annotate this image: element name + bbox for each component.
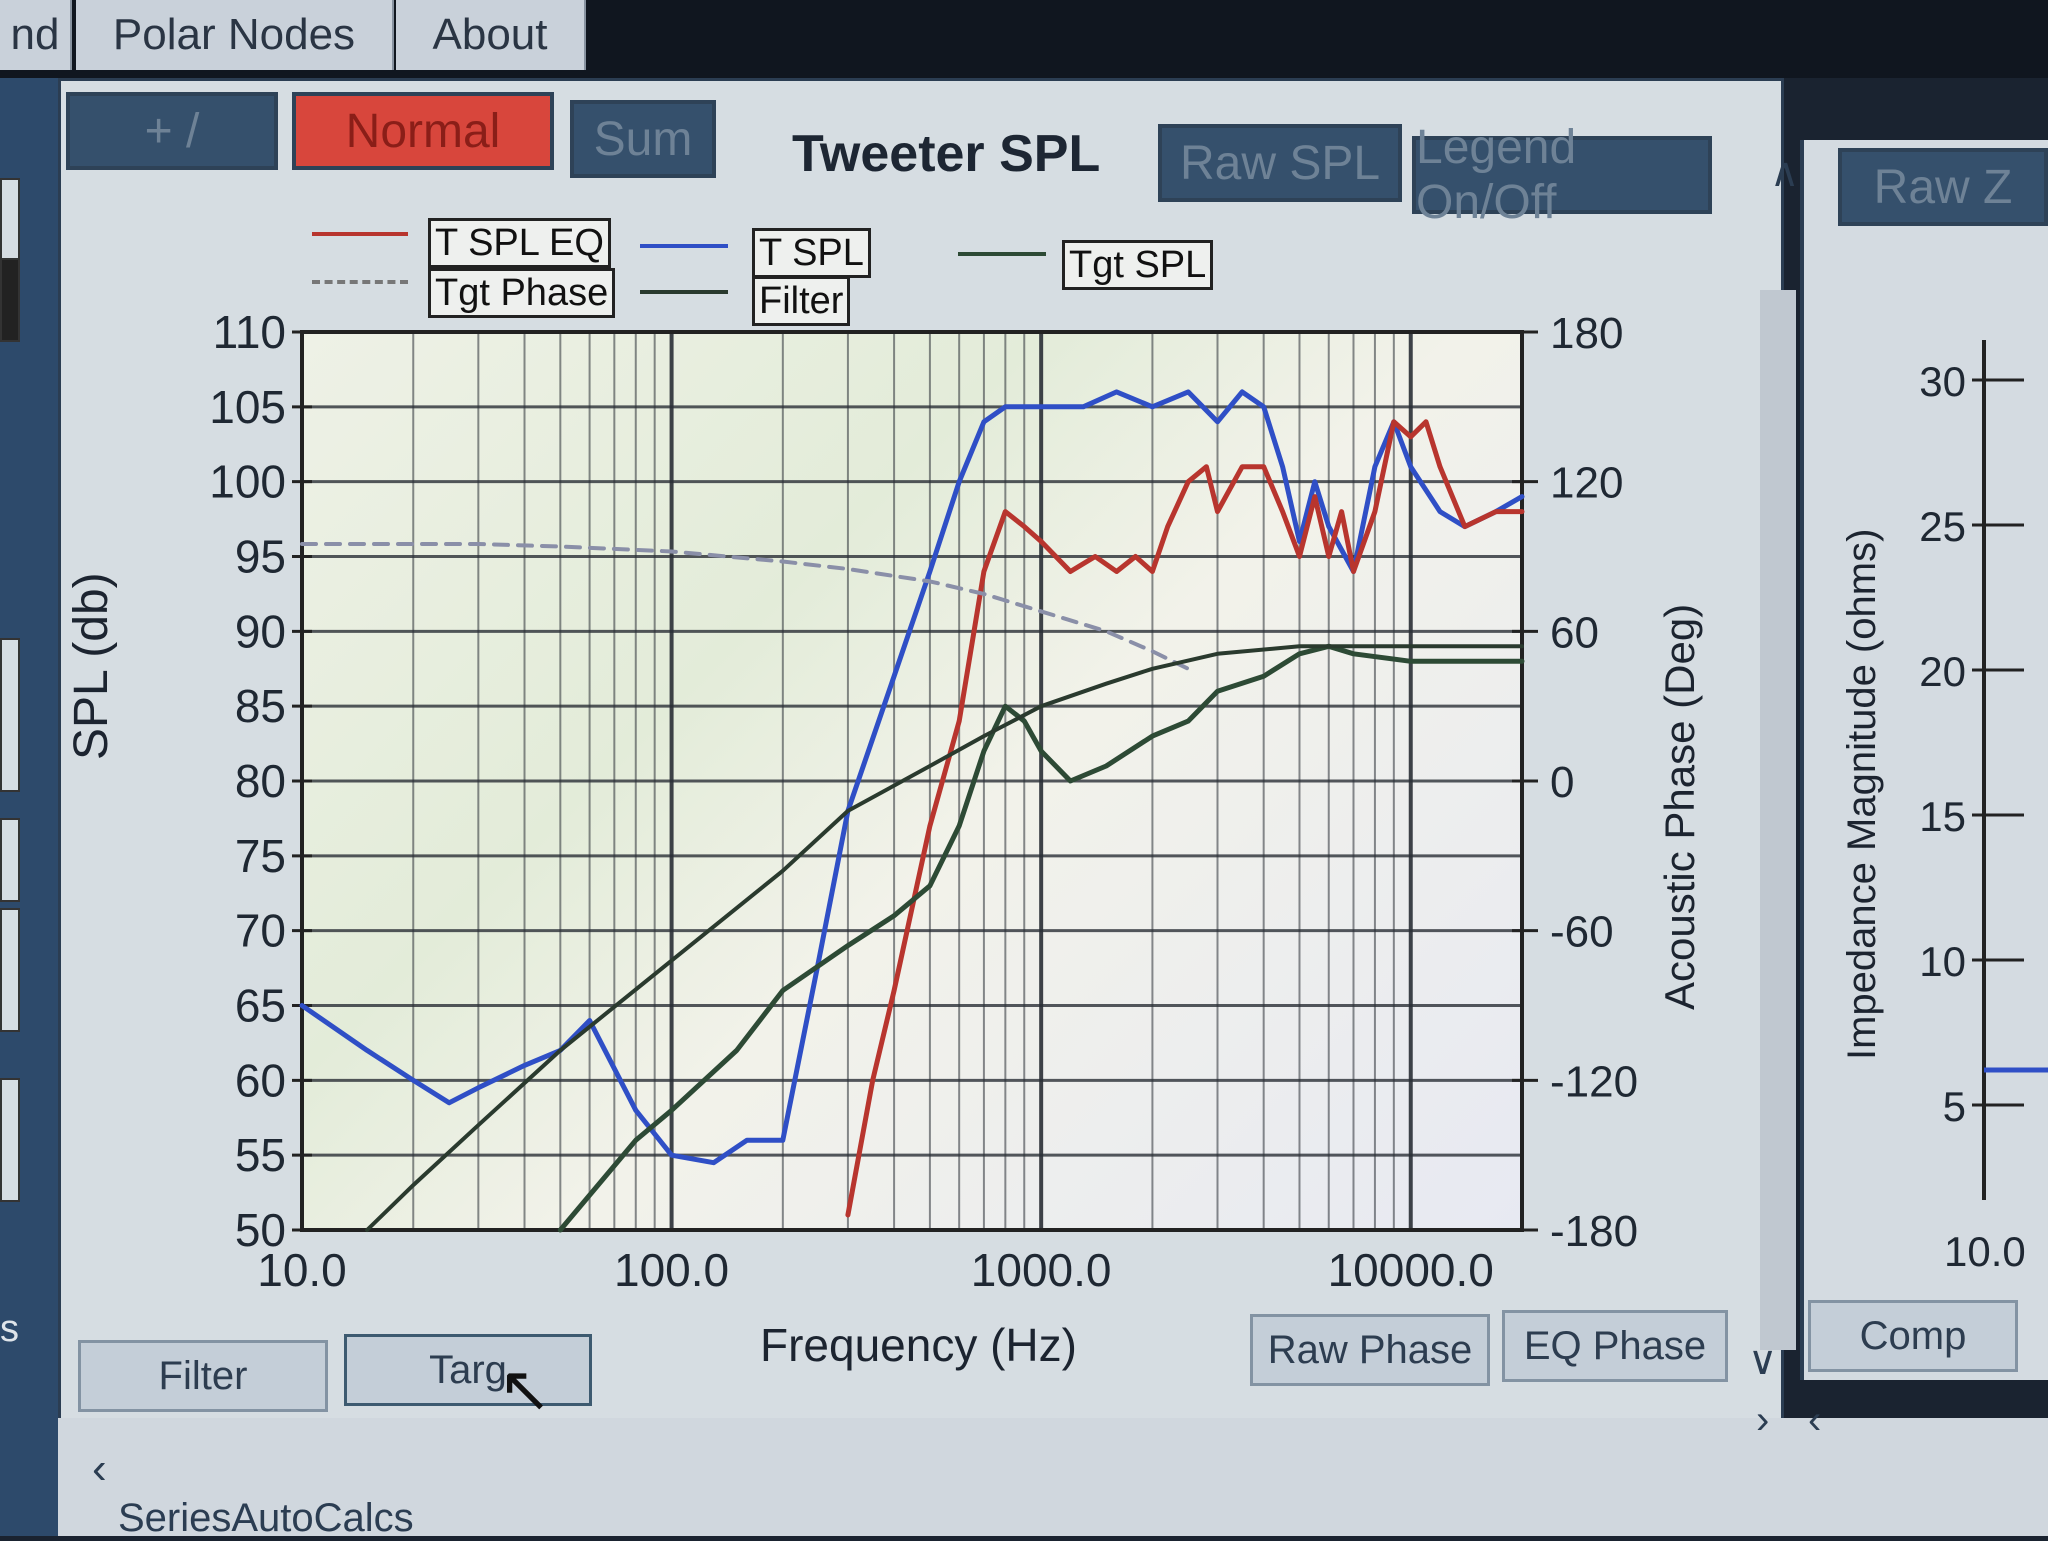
scroll-up-icon[interactable]: ∧ bbox=[1770, 151, 1800, 195]
legend-toggle-button[interactable]: Legend On/Off bbox=[1412, 121, 1712, 229]
menu-tab-polar-nodes[interactable]: Polar Nodes bbox=[76, 0, 394, 70]
menu-tab-partial[interactable]: nd bbox=[0, 0, 72, 70]
impedance-tick-label: 5 bbox=[1943, 1083, 1966, 1130]
legend-label-tgt-phase[interactable]: Tgt Phase bbox=[428, 268, 616, 318]
legend-label-tgt-spl[interactable]: Tgt SPL bbox=[1062, 240, 1214, 290]
scroll-down-icon[interactable]: ∨ bbox=[1748, 1339, 1778, 1383]
impedance-tick-label: 20 bbox=[1919, 648, 1966, 695]
scroll-right-icon[interactable]: › bbox=[1756, 1398, 1770, 1442]
chart-series bbox=[299, 389, 1525, 1233]
y-tick-label: 105 bbox=[209, 381, 286, 433]
comp-button[interactable]: Comp bbox=[1808, 1300, 2018, 1372]
impedance-tick-label: 10 bbox=[1919, 938, 1966, 985]
y2-tick-label: -180 bbox=[1550, 1207, 1638, 1256]
left-label: s bbox=[0, 1308, 19, 1350]
legend-swatch-filter bbox=[640, 290, 728, 294]
impedance-panel bbox=[1800, 140, 2048, 1380]
x-tick-label: 10000.0 bbox=[1328, 1244, 1494, 1296]
normal-button[interactable]: Normal bbox=[292, 92, 554, 170]
sum-button[interactable]: Sum bbox=[570, 100, 716, 178]
scroll-left-icon[interactable]: ‹ bbox=[1808, 1398, 1822, 1442]
eq-phase-button[interactable]: EQ Phase bbox=[1502, 1310, 1728, 1382]
y-tick-label: 70 bbox=[235, 905, 286, 957]
left-slot bbox=[0, 638, 20, 792]
series-auto-calcs-label: SeriesAutoCalcs bbox=[118, 1496, 414, 1540]
y2-tick-label: -120 bbox=[1550, 1057, 1638, 1106]
y-tick-label: 85 bbox=[235, 680, 286, 732]
chart-grid bbox=[300, 330, 1524, 1232]
chart-title: Tweeter SPL bbox=[792, 125, 1101, 183]
impedance-tick-label: 25 bbox=[1919, 503, 1966, 550]
y-axis-label: SPL (db) bbox=[65, 572, 118, 760]
y-tick-label: 65 bbox=[235, 980, 286, 1032]
series-t-spl bbox=[299, 389, 1525, 1166]
series-tgt-phase bbox=[300, 542, 1191, 671]
legend-label-t-spl[interactable]: T SPL bbox=[752, 228, 871, 278]
mouse-cursor-icon: ↖ bbox=[498, 1353, 552, 1425]
impedance-tick-label: 30 bbox=[1919, 358, 1966, 405]
y-tick-label: 55 bbox=[235, 1129, 286, 1181]
x-tick-label: 100.0 bbox=[614, 1244, 729, 1296]
left-slot bbox=[0, 908, 20, 1032]
y2-tick-label: -60 bbox=[1550, 908, 1614, 957]
raw-phase-button[interactable]: Raw Phase bbox=[1250, 1314, 1490, 1386]
filter-button[interactable]: Filter bbox=[78, 1340, 328, 1412]
y2-tick-label: 120 bbox=[1550, 459, 1623, 508]
y2-axis-label: Acoustic Phase (Deg) bbox=[1656, 603, 1703, 1010]
y-tick-label: 60 bbox=[235, 1054, 286, 1106]
panel-scroll-left-icon[interactable]: ‹ bbox=[92, 1444, 107, 1493]
plus-minus-button[interactable]: + / bbox=[66, 92, 278, 170]
left-side-strip: s bbox=[0, 78, 58, 1536]
menu-tab-about[interactable]: About bbox=[396, 0, 586, 70]
raw-spl-button[interactable]: Raw SPL bbox=[1158, 124, 1402, 202]
legend-swatch-t-spl-eq bbox=[312, 232, 408, 236]
y-tick-label: 80 bbox=[235, 755, 286, 807]
raw-z-button[interactable]: Raw Z bbox=[1838, 148, 2048, 226]
impedance-tick-label: 15 bbox=[1919, 793, 1966, 840]
x-tick-label: 1000.0 bbox=[971, 1244, 1112, 1296]
left-slot bbox=[0, 1078, 20, 1202]
x-tick-label: 10.0 bbox=[257, 1244, 347, 1296]
impedance-x-tick: 10.0 bbox=[1944, 1228, 2026, 1275]
impedance-chart: 30 25 20 15 10 5 bbox=[1919, 340, 2048, 1200]
y2-tick-label: 180 bbox=[1550, 309, 1623, 358]
left-slot bbox=[0, 818, 20, 902]
target-button[interactable]: Targ bbox=[344, 1334, 592, 1406]
y-tick-label: 110 bbox=[213, 306, 286, 358]
bottom-strip bbox=[58, 1418, 2048, 1536]
x-axis-label: Frequency (Hz) bbox=[760, 1319, 1077, 1371]
series-t-spl-eq bbox=[845, 419, 1525, 1218]
impedance-y-label: Impedance Magnitude (ohms) bbox=[1840, 528, 1884, 1060]
chart-ticks: 110 105 100 95 90 85 80 75 70 65 60 55 50 180 120 60 0 -6… bbox=[209, 306, 1638, 1296]
y-tick-label: 95 bbox=[235, 531, 286, 583]
legend-swatch-tgt-phase bbox=[312, 280, 408, 284]
y-tick-label: 100 bbox=[209, 456, 286, 508]
legend-swatch-tgt-spl bbox=[958, 252, 1046, 256]
vertical-scrollbar[interactable] bbox=[1760, 290, 1796, 1350]
y-tick-label: 75 bbox=[235, 830, 286, 882]
y2-tick-label: 0 bbox=[1550, 758, 1574, 807]
y-tick-label: 90 bbox=[235, 605, 286, 657]
series-filter bbox=[365, 644, 1524, 1232]
y2-tick-label: 60 bbox=[1550, 608, 1599, 657]
legend-label-t-spl-eq[interactable]: T SPL EQ bbox=[428, 218, 611, 268]
legend-label-filter[interactable]: Filter bbox=[752, 276, 851, 326]
left-slot bbox=[0, 258, 20, 342]
y-tick-label: 50 bbox=[235, 1204, 286, 1256]
legend-swatch-t-spl bbox=[640, 244, 728, 248]
